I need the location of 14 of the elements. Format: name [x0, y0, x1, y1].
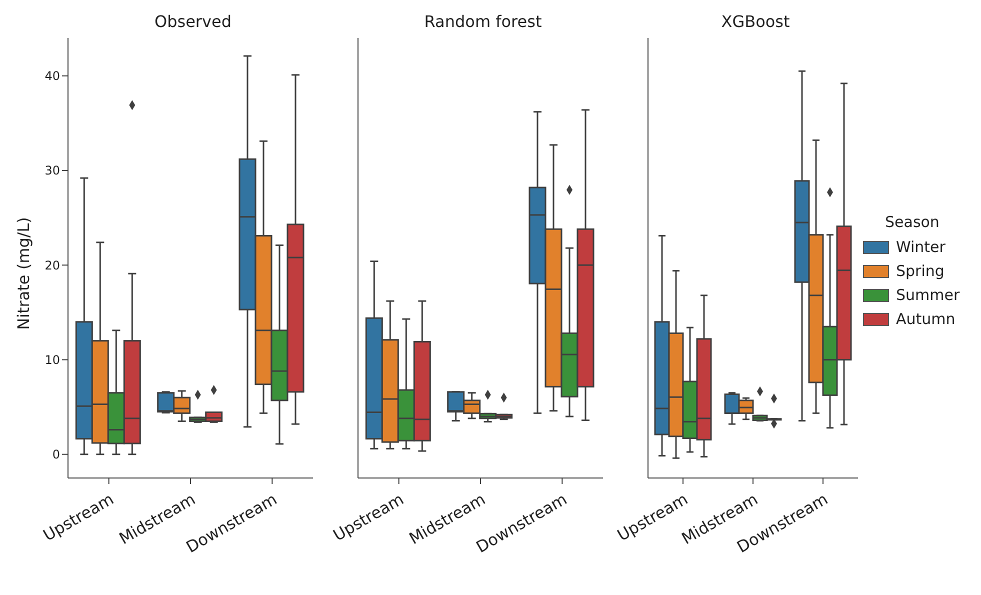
y-tick-label: 10 — [44, 352, 60, 367]
legend-label: Spring — [896, 262, 944, 280]
legend-label: Winter — [896, 238, 946, 256]
legend-label: Summer — [896, 286, 960, 304]
y-tick-label: 20 — [44, 258, 60, 272]
chart-title: Observed — [154, 12, 232, 31]
y-axis-title: Nitrate (mg/L) — [14, 216, 32, 330]
chart-title: XGBoost — [720, 12, 791, 31]
y-tick-label: 0 — [52, 448, 60, 462]
chart-title: Random forest — [423, 12, 543, 31]
legend-label: Autumn — [896, 310, 956, 328]
legend-title: Season — [885, 213, 940, 231]
y-tick-label: 30 — [44, 164, 60, 178]
y-tick-label: 40 — [44, 69, 60, 84]
